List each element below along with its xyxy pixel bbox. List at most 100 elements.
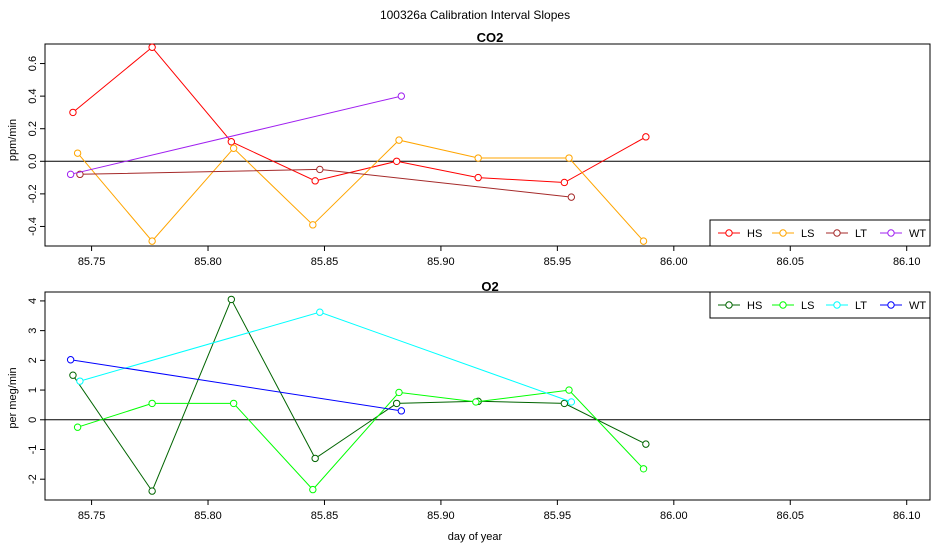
co2-series-hs-point (148, 43, 156, 51)
co2-series-ls-point (565, 154, 573, 162)
co2-legend-label-hs: HS (747, 228, 762, 240)
o2-legend-marker-ls (779, 301, 787, 309)
co2-legend-marker-hs (725, 229, 733, 237)
o2-x-tick-label: 85.95 (544, 510, 572, 522)
co2-series-ls-point (229, 144, 238, 152)
o2-series-ls-point (395, 388, 403, 397)
o2-y-tick-label: 4 (27, 298, 39, 304)
co2-y-tick-label: 0.2 (27, 121, 39, 136)
o2-panel-title: O2 (481, 279, 498, 294)
co2-legend-label-wt: WT (909, 228, 926, 240)
o2-x-tick-label: 85.75 (78, 510, 106, 522)
co2-series-hs-point (392, 157, 401, 165)
co2-series-ls-point (73, 149, 82, 157)
o2-series-ls-line (77, 389, 644, 491)
o2-series-wt-point (66, 356, 75, 364)
co2-series-ls-point (639, 237, 648, 245)
o2-legend-marker-hs (725, 301, 733, 309)
co2-x-tick-label: 86.00 (660, 256, 688, 268)
co2-y-tick-label: -0.2 (27, 184, 39, 203)
o2-y-tick-label: 0 (27, 417, 39, 423)
o2-x-tick-label: 85.85 (311, 510, 339, 522)
o2-series-lt-point (316, 308, 324, 316)
co2-series-wt-line (70, 95, 402, 175)
o2-x-tick-label: 85.90 (427, 510, 455, 522)
co2-series-hs-point (474, 173, 482, 182)
co2-series-ls-point (148, 237, 156, 245)
o2-series-ls-point (148, 399, 156, 408)
o2-series-wt-point (397, 407, 406, 415)
co2-y-tick-label: 0.0 (27, 154, 39, 169)
co2-legend-label-ls: LS (801, 228, 814, 240)
o2-series-lt-point (567, 398, 576, 406)
co2-series-hs-point (642, 133, 650, 141)
o2-series-lt-point (76, 377, 84, 385)
co2-legend-marker-ls (779, 229, 787, 237)
o2-series-ls-point (309, 485, 317, 494)
co2-series-hs-point (311, 177, 319, 185)
co2-series-hs-line (72, 46, 647, 184)
figure-title: 100326a Calibration Interval Slopes (380, 8, 570, 22)
co2-series-ls-point (395, 136, 403, 144)
co2-x-tick-label: 85.90 (427, 256, 455, 268)
o2-series-hs-point (311, 454, 319, 463)
o2-series-ls-point (565, 386, 573, 394)
o2-series-hs-point (69, 371, 77, 379)
co2-series-hs-point (227, 138, 236, 146)
co2-series-ls-point (309, 221, 317, 229)
o2-y-tick-label: 3 (27, 328, 39, 334)
o2-x-tick-label: 86.10 (893, 510, 921, 522)
co2-y-axis-label: ppm/min (7, 119, 19, 161)
co2-y-tick-label: -0.4 (27, 217, 39, 236)
co2-series-wt-point (66, 170, 75, 179)
o2-series-ls-point (472, 398, 480, 406)
o2-series-ls-point (639, 465, 648, 473)
co2-x-tick-label: 85.95 (544, 256, 572, 268)
co2-x-tick-label: 86.10 (893, 256, 921, 268)
o2-series-wt-line (70, 359, 402, 412)
co2-series-lt-line (79, 168, 572, 198)
o2-series-ls-point (229, 399, 238, 408)
co2-series-wt-point (397, 92, 406, 100)
co2-x-tick-label: 85.85 (311, 256, 339, 268)
o2-legend-label-wt: WT (909, 300, 926, 312)
co2-legend-marker-wt (887, 229, 895, 237)
co2-panel-title: CO2 (477, 30, 504, 45)
co2-x-tick-label: 85.75 (78, 256, 106, 268)
o2-series-hs-point (642, 440, 650, 448)
o2-x-tick-label: 86.05 (776, 510, 804, 522)
co2-plot-frame (44, 43, 931, 247)
co2-series-hs-point (560, 178, 569, 187)
o2-panel: O2 per meg/min day of year 85.75 85.80 85.… (7, 279, 931, 543)
o2-series-lt-line (79, 311, 572, 403)
o2-y-tick-label: -2 (27, 474, 39, 484)
o2-y-tick-label: 1 (27, 387, 39, 393)
co2-x-tick-label: 85.80 (194, 256, 222, 268)
o2-series-hs-line (72, 298, 647, 493)
o2-series-hs-point (392, 399, 401, 408)
o2-series-ls-point (73, 423, 82, 431)
x-axis-label: day of year (448, 531, 503, 543)
o2-legend-label-ls: LS (801, 300, 814, 312)
co2-series-ls-line (77, 139, 644, 242)
co2-y-tick-label: 0.4 (27, 88, 39, 103)
co2-legend-marker-lt (833, 229, 841, 237)
co2-panel: CO2 ppm/min 85.75 85.80 85.85 85.90 85.95 86.… (7, 30, 931, 268)
o2-series-hs-point (148, 487, 156, 495)
co2-y-tick-label: 0.6 (27, 56, 39, 71)
o2-legend-marker-lt (833, 301, 841, 309)
o2-legend-label-lt: LT (855, 300, 867, 312)
o2-series-hs-point (227, 295, 236, 304)
o2-y-tick-label: -1 (27, 445, 39, 455)
o2-legend-label-hs: HS (747, 300, 762, 312)
co2-series-hs-point (69, 108, 77, 117)
co2-series-lt-point (316, 165, 324, 174)
co2-series-lt-point (567, 193, 576, 201)
o2-x-tick-label: 85.80 (194, 510, 222, 522)
o2-x-tick-label: 86.00 (660, 510, 688, 522)
o2-series-hs-point (560, 399, 569, 408)
co2-legend-label-lt: LT (855, 228, 867, 240)
o2-y-axis-label: per meg/min (7, 367, 19, 428)
o2-y-tick-label: 2 (27, 357, 39, 363)
